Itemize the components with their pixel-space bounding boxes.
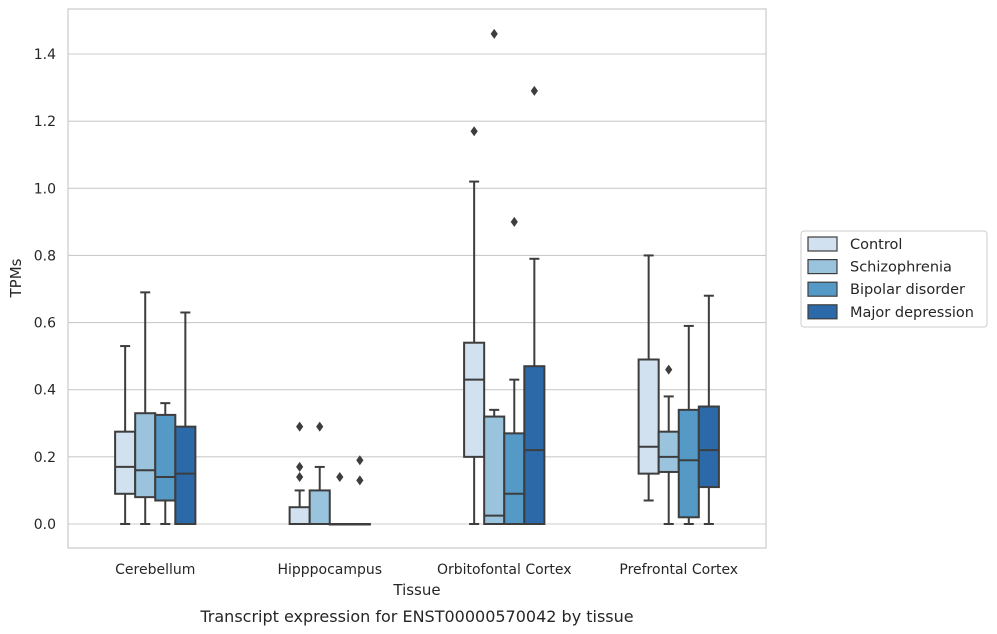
legend-swatch (807, 281, 838, 297)
box-bipolar-disorder (677, 324, 700, 525)
box-iqr (308, 489, 331, 525)
outlier-point (665, 364, 673, 375)
legend-item: Bipolar disorder (807, 281, 965, 298)
box-iqr (134, 412, 157, 499)
legend-item: Control (807, 236, 902, 253)
box-iqr (523, 365, 546, 526)
outlier-point (296, 461, 304, 472)
outlier-point (356, 455, 364, 466)
box-iqr (677, 408, 700, 519)
outlier-point (316, 421, 324, 432)
x-tick-label: Cerebellum (115, 562, 195, 578)
y-tick-label: 1.2 (34, 114, 56, 130)
legend-item: Major depression (807, 304, 974, 321)
y-axis-ticks: 0.0 0.2 0.4 0.6 0.8 1.0 1.2 1.4 (34, 47, 56, 533)
box-groups (114, 28, 720, 526)
legend-item: Schizophrenia (807, 259, 952, 276)
box-schizophrenia (134, 291, 157, 525)
chart-caption: Transcript expression for ENST0000057004… (199, 607, 633, 626)
box-bipolar-disorder (328, 472, 351, 526)
y-tick-label: 0.8 (34, 248, 56, 264)
y-tick-label: 1.4 (34, 47, 56, 63)
outlier-point (296, 472, 304, 482)
box-iqr (637, 358, 660, 475)
legend-swatch (807, 259, 838, 275)
legend-label: Major depression (850, 305, 974, 321)
box-bipolar-disorder (503, 216, 526, 526)
box-iqr (657, 430, 680, 473)
plot-area-frame (67, 8, 767, 549)
box-iqr (114, 430, 137, 495)
outlier-point (530, 85, 538, 96)
box-schizophrenia (483, 28, 506, 526)
box-control (114, 345, 137, 525)
legend-label: Schizophrenia (850, 260, 952, 276)
box-control (288, 421, 311, 526)
box-schizophrenia (657, 364, 680, 525)
x-tick-label: Hipppocampus (277, 562, 382, 578)
y-tick-label: 0.0 (34, 517, 56, 533)
y-axis-title: TPMs (7, 258, 25, 298)
y-tick-label: 1.0 (34, 181, 56, 197)
box-iqr (503, 432, 526, 526)
outlier-point (336, 472, 344, 482)
y-tick-label: 0.2 (34, 450, 56, 466)
box-schizophrenia (308, 421, 331, 525)
outlier-point (510, 216, 518, 227)
legend: Control Schizophrenia Bipolar disorder Majo… (800, 230, 988, 328)
box-iqr (483, 415, 506, 526)
x-tick-label: Prefrontal Cortex (619, 562, 738, 578)
legend-frame (800, 230, 988, 328)
box-major-depression (697, 294, 720, 525)
y-tick-label: 0.4 (34, 383, 56, 399)
outlier-point (470, 126, 478, 137)
x-axis-ticks: Cerebellum Hipppocampus Orbitofontal Corte… (115, 562, 738, 578)
legend-label: Control (850, 237, 902, 253)
box-iqr (288, 506, 311, 526)
box-iqr (174, 425, 197, 525)
box-major-depression (174, 311, 197, 525)
outlier-point (490, 28, 498, 39)
box-bipolar-disorder (154, 402, 177, 525)
x-tick-label: Orbitofontal Cortex (437, 562, 572, 578)
box-major-depression (523, 85, 546, 526)
y-tick-label: 0.6 (34, 316, 56, 332)
box-major-depression (348, 455, 371, 526)
box-control (463, 126, 486, 525)
box-iqr (697, 405, 720, 489)
legend-swatch (807, 304, 838, 320)
box-iqr (463, 341, 486, 458)
outlier-point (296, 421, 304, 432)
box-iqr (154, 413, 177, 502)
legend-label: Bipolar disorder (850, 282, 965, 298)
outlier-point (356, 475, 364, 486)
box-control (637, 254, 660, 502)
x-axis-title: Tissue (392, 581, 440, 599)
legend-swatch (807, 236, 838, 252)
